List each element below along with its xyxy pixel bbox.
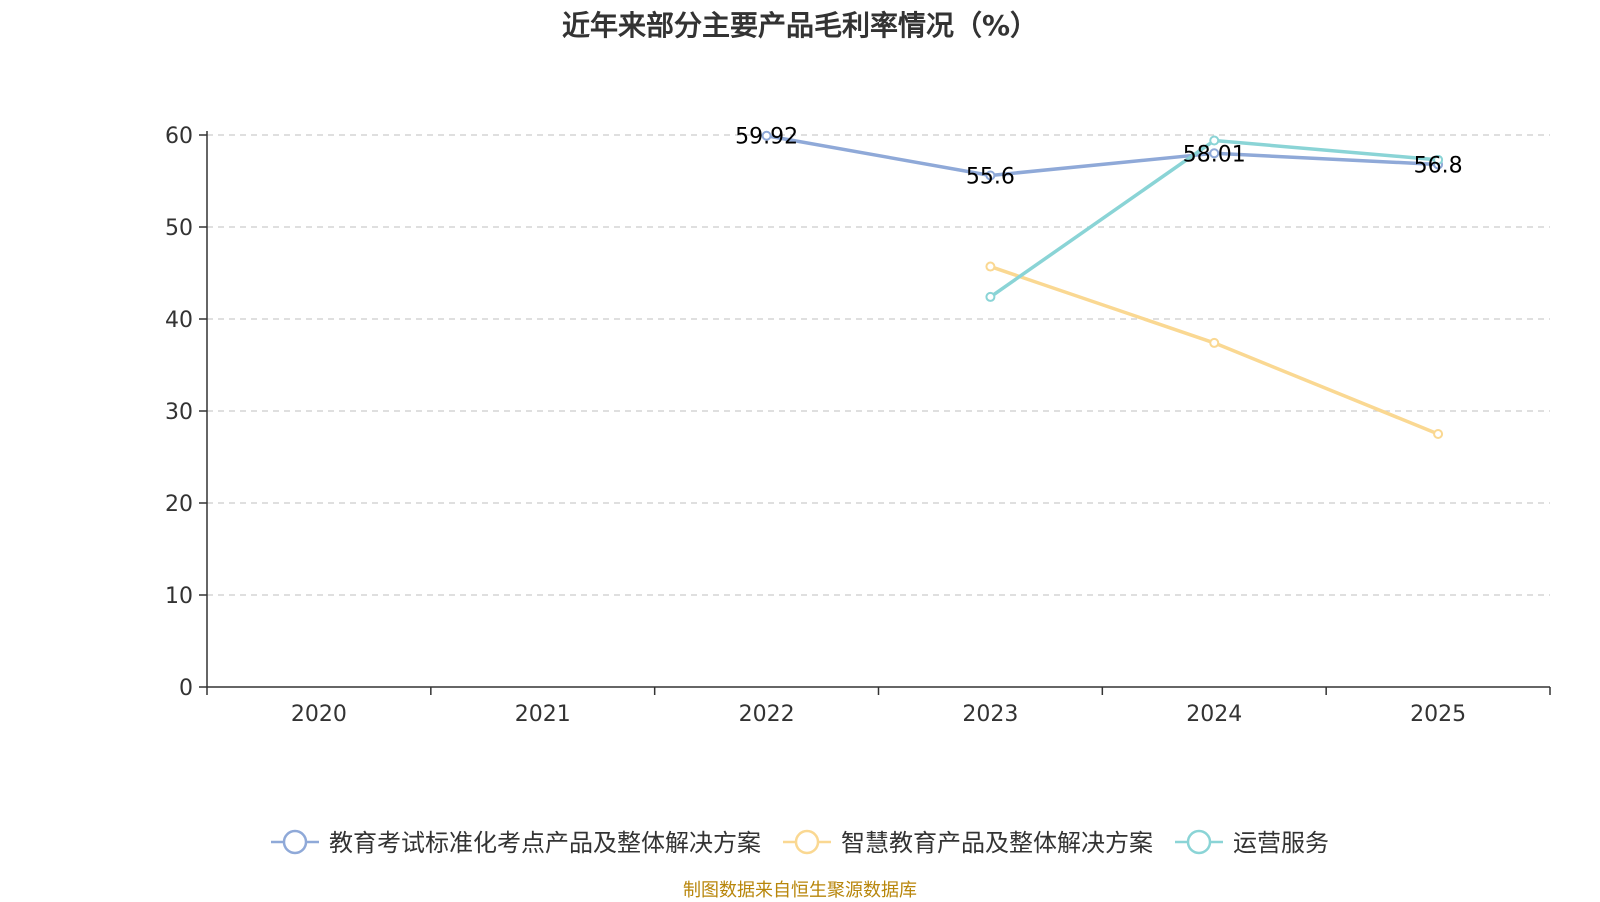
- legend-marker-1: [794, 829, 820, 855]
- point-0-2023: [985, 170, 996, 181]
- axes: 0 10 20 30 40 50 60 2020 2021 2022 2023 2024 2025: [165, 124, 1551, 727]
- x-tick-label-2023: 2023: [962, 702, 1018, 727]
- point-2-2024: [1209, 135, 1220, 146]
- point-0-2024: [1209, 148, 1220, 159]
- x-tick-label-2021: 2021: [515, 702, 571, 727]
- legend-marker-0: [282, 829, 308, 855]
- data-label-0-2024: 58.01: [1183, 142, 1246, 167]
- point-1-2024: [1209, 337, 1220, 348]
- y-tick-label-40: 40: [165, 308, 193, 333]
- legend-label-2: 运营服务: [1233, 829, 1329, 857]
- point-2-2023: [985, 291, 996, 302]
- y-tick-label-50: 50: [165, 216, 193, 241]
- x-tick-label-2020: 2020: [291, 702, 347, 727]
- legend-label-1: 智慧教育产品及整体解决方案: [841, 829, 1153, 857]
- data-label-0-2022: 59.92: [735, 125, 798, 150]
- x-tick-label-2025: 2025: [1410, 702, 1466, 727]
- series-line-0: [766, 134, 1439, 178]
- y-tick-label-20: 20: [165, 492, 193, 517]
- x-tick-label-2024: 2024: [1186, 702, 1242, 727]
- point-0-2022: [761, 130, 772, 141]
- y-tick-label-0: 0: [179, 676, 193, 701]
- data-label-0-2023: 55.6: [966, 164, 1015, 189]
- legend-marker-2: [1186, 829, 1212, 855]
- point-1-2023: [985, 261, 996, 272]
- y-tick-label-60: 60: [165, 124, 193, 149]
- data-label-0-2025: 56.8: [1414, 153, 1463, 178]
- point-1-2025: [1433, 429, 1444, 439]
- legend-label-0: 教育考试标准化考点产品及整体解决方案: [329, 829, 761, 857]
- legend-item-0[interactable]: 教育考试标准化考点产品及整体解决方案: [271, 829, 761, 857]
- legend-item-2[interactable]: 运营服务: [1175, 829, 1329, 857]
- x-tick-label-2022: 2022: [739, 702, 795, 727]
- legend[interactable]: 教育考试标准化考点产品及整体解决方案 智慧教育产品及整体解决方案 运营服务: [271, 829, 1329, 857]
- series-line-1: [989, 264, 1439, 436]
- footer-note: 制图数据来自恒生聚源数据库: [683, 880, 917, 901]
- point-2-2025: [1433, 154, 1444, 165]
- gridlines: [207, 134, 1550, 596]
- legend-item-1[interactable]: 智慧教育产品及整体解决方案: [783, 829, 1153, 857]
- y-tick-label-10: 10: [165, 584, 193, 609]
- data-labels: 59.92 55.6 58.01 56.8: [735, 125, 1462, 190]
- y-tick-label-30: 30: [165, 400, 193, 425]
- chart-title: 近年来部分主要产品毛利率情况（%）: [561, 9, 1039, 42]
- series-lines: [761, 130, 1444, 439]
